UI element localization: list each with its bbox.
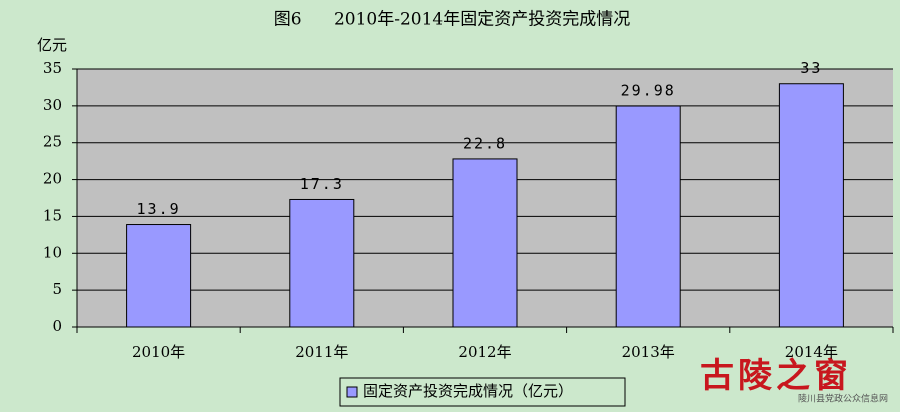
legend-box (339, 377, 626, 407)
watermark-site: 陵川县党政公众信息网 (798, 393, 888, 405)
watermark-logo: 古陵之窗 (700, 356, 852, 396)
y-tick-label: 25 (43, 133, 62, 151)
bar (289, 198, 355, 328)
data-label: 22.8 (463, 134, 507, 152)
y-tick-label: 5 (52, 280, 62, 298)
y-tick-label: 0 (52, 317, 62, 335)
legend-label: 固定资产投资完成情况（亿元） (363, 382, 573, 400)
x-tick-label: 2012年 (458, 343, 511, 361)
data-label: 29.98 (621, 82, 676, 100)
x-tick-label: 2013年 (622, 343, 675, 361)
x-tick-label: 2011年 (295, 343, 348, 361)
y-tick-label: 30 (43, 96, 62, 114)
y-axis-label: 亿元 (37, 36, 67, 54)
data-label: 17.3 (300, 175, 344, 193)
x-tick-label: 2014年 (785, 343, 838, 361)
chart-title: 图6 2010年-2014年固定资产投资完成情况 (274, 10, 631, 30)
x-tick-label: 2010年 (132, 343, 185, 361)
data-label: 13.9 (137, 200, 181, 218)
y-tick-label: 35 (43, 59, 62, 77)
data-label: 33 (800, 59, 822, 77)
y-tick-label: 20 (43, 170, 62, 188)
y-tick-label: 15 (43, 206, 62, 224)
bar (615, 105, 681, 328)
bar (778, 83, 844, 328)
legend-swatch (346, 386, 358, 398)
bar (452, 158, 518, 328)
bar (126, 224, 192, 328)
y-tick-label: 10 (43, 243, 62, 261)
